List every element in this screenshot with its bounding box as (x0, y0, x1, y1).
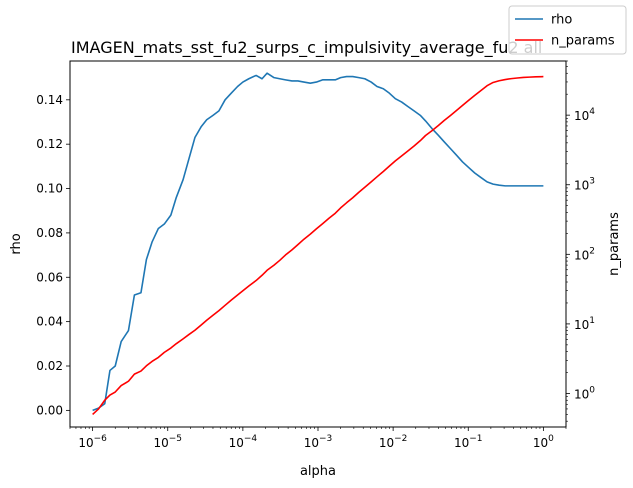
y-axis-left: 0.00 0.02 0.04 0.06 0.08 0.10 0.12 0.14 (36, 93, 70, 417)
y2-tick-label: 104 (574, 107, 595, 123)
y-tick-label: 0.12 (36, 137, 63, 151)
y-tick-label: 0.06 (36, 270, 63, 284)
y2-tick-label: 102 (574, 246, 595, 262)
y-tick-label: 0.00 (36, 403, 63, 417)
legend: rho n_params (508, 5, 627, 55)
y-tick-label: 0.08 (36, 226, 63, 240)
legend-label-n-params: n_params (551, 34, 615, 49)
x-axis-label: alpha (300, 464, 336, 479)
x-tick-label: 10−3 (304, 434, 333, 450)
y2-tick-label: 101 (574, 316, 595, 332)
x-tick-label: 10−1 (454, 434, 483, 450)
y-tick-label: 0.10 (36, 182, 63, 196)
series-line-n-params (92, 75, 544, 416)
chart-title: IMAGEN_mats_sst_fu2_surps_c_impulsivity_… (71, 38, 542, 58)
y-axis-label: rho (9, 233, 24, 254)
series-line-rho (92, 72, 544, 412)
plot-area (92, 72, 544, 416)
x-tick-label: 100 (533, 434, 554, 450)
y2-tick-label: 103 (574, 177, 595, 193)
y-tick-label: 0.04 (36, 315, 63, 329)
y2-axis-label: n_params (607, 212, 622, 276)
x-tick-label: 10−4 (229, 434, 258, 450)
x-tick-label: 10−2 (379, 434, 408, 450)
x-axis: 10−6 10−5 10−4 10−3 10−2 10−1 100 (69, 427, 567, 450)
x-tick-label: 10−6 (78, 434, 107, 450)
legend-frame (508, 5, 627, 55)
y-tick-label: 0.14 (36, 93, 63, 107)
y2-tick-label: 100 (574, 385, 595, 401)
y-tick-label: 0.02 (36, 359, 63, 373)
legend-label-rho: rho (551, 13, 572, 28)
x-tick-label: 10−5 (153, 434, 182, 450)
y-axis-right: 100 101 102 103 104 (566, 60, 595, 422)
